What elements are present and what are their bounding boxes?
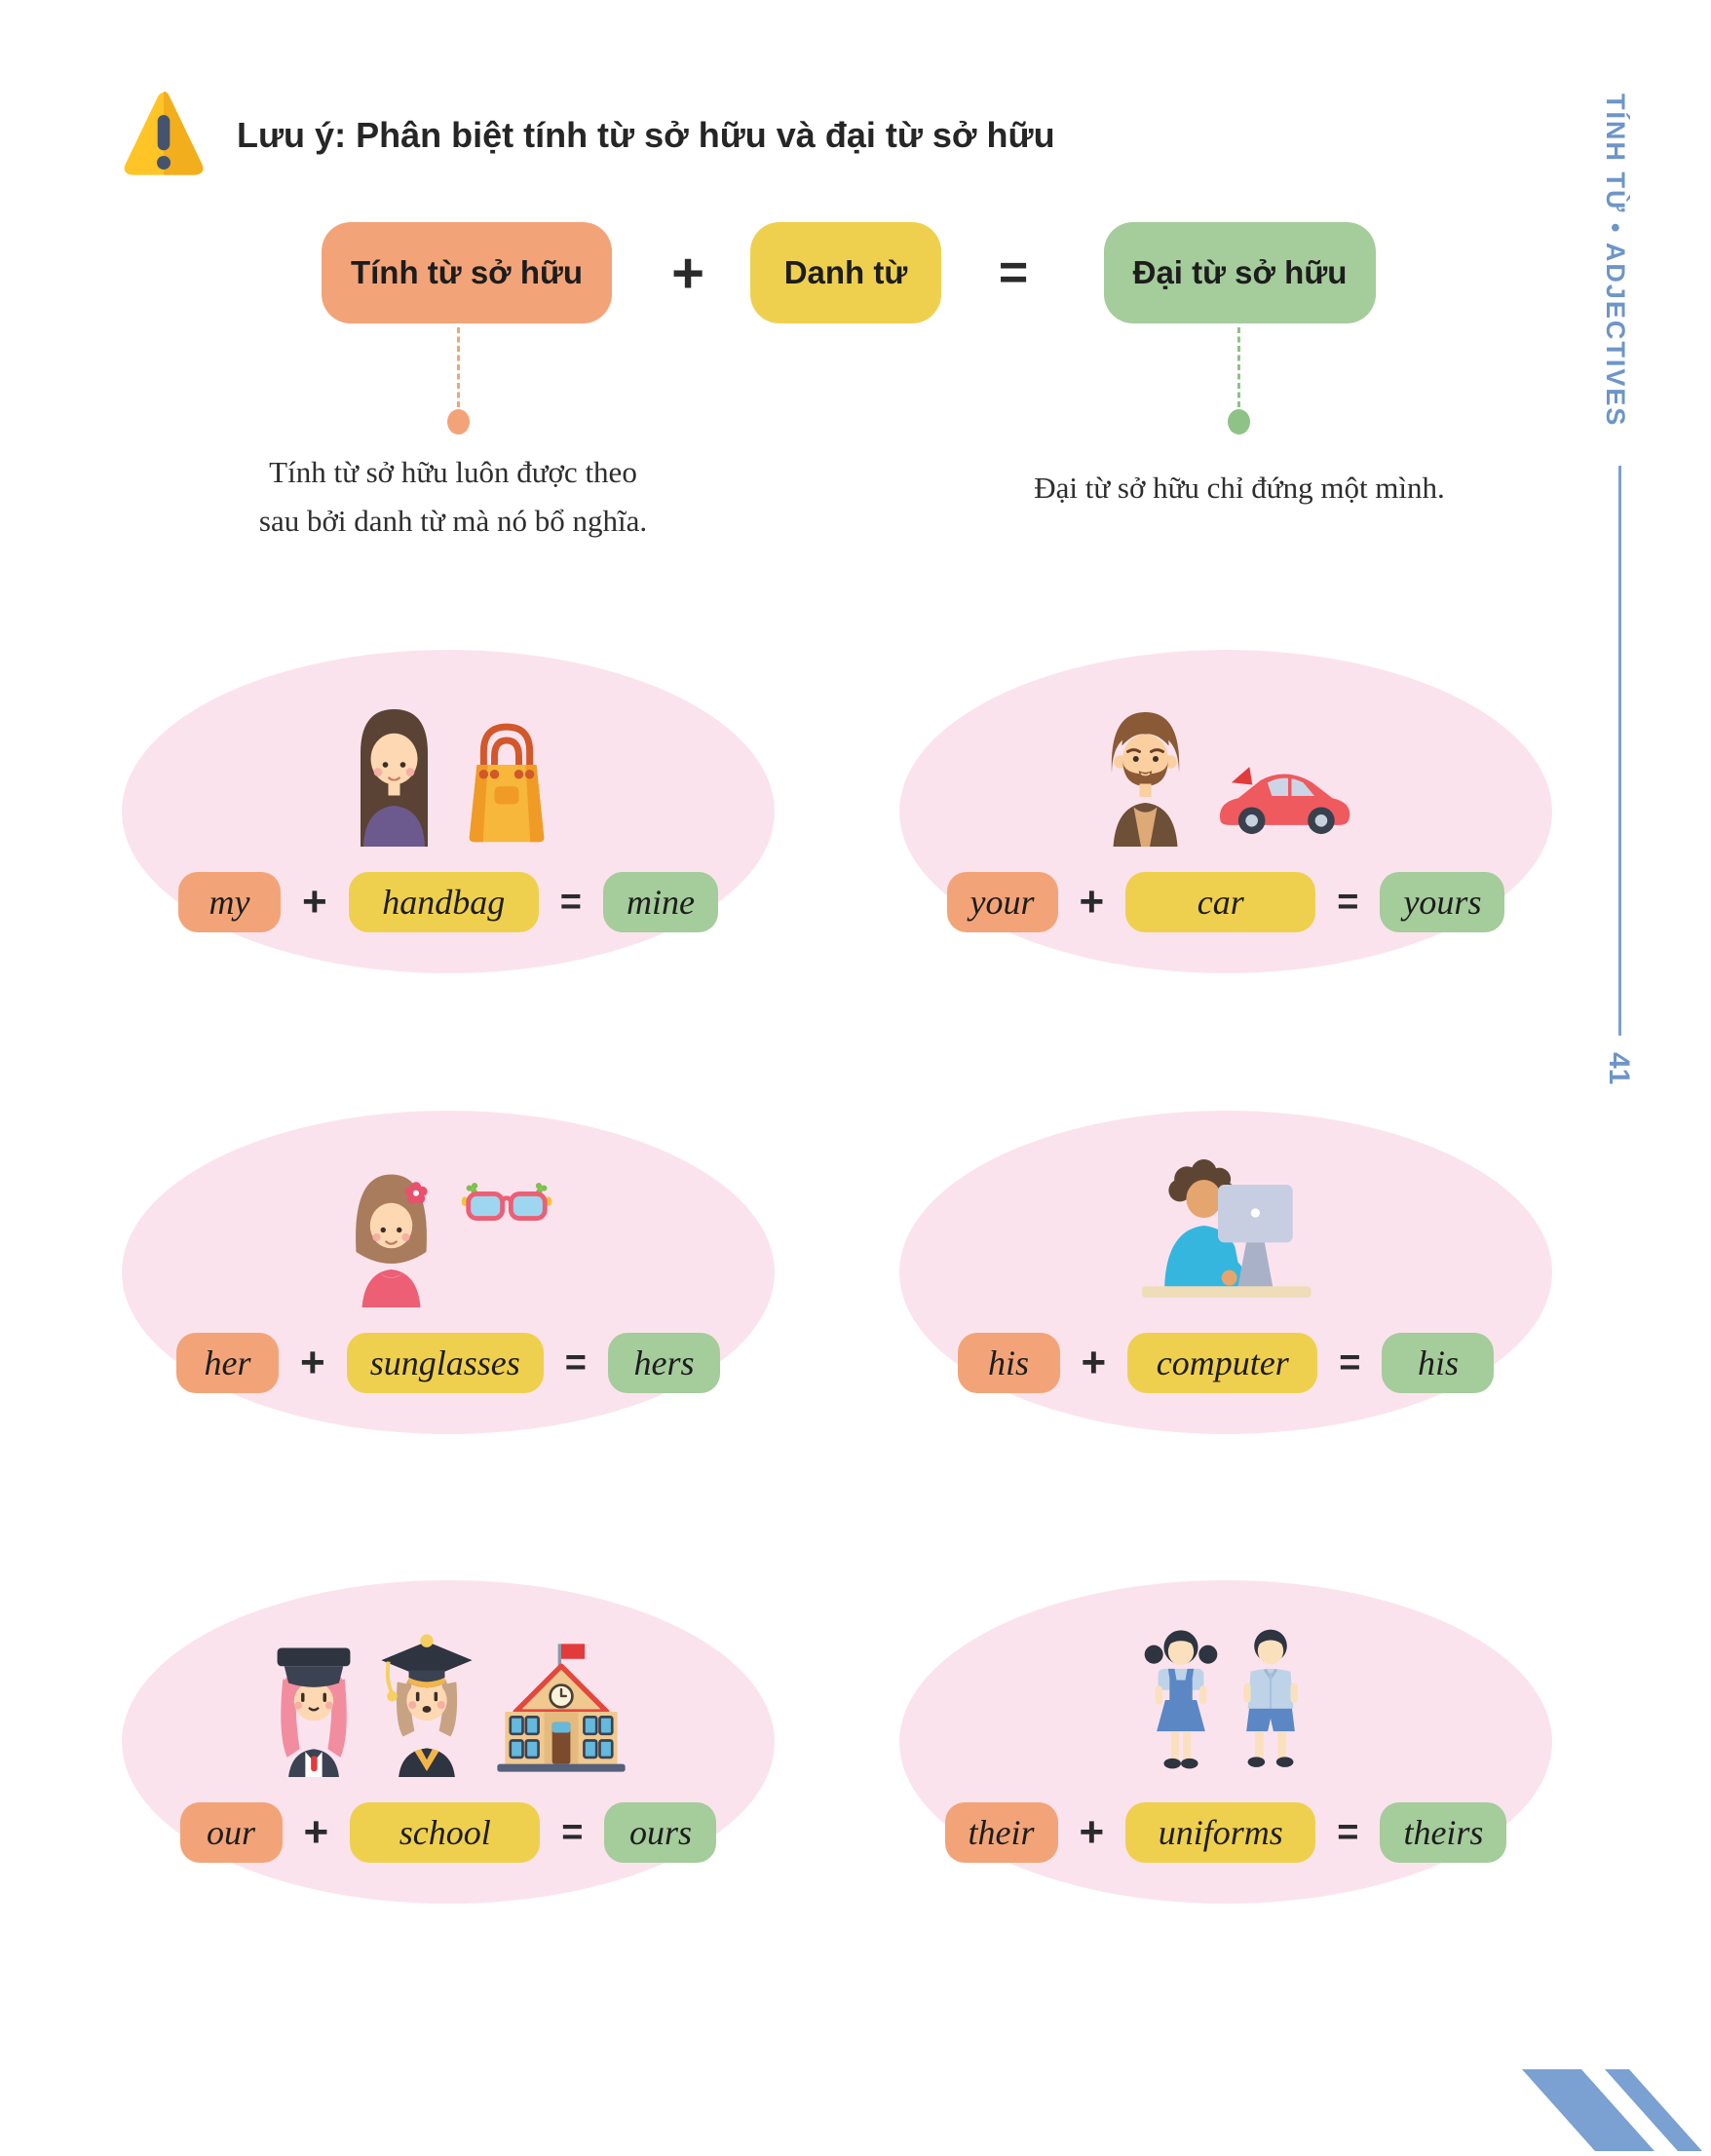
connector-dot-right — [1228, 409, 1250, 435]
plus-sign: + — [302, 878, 327, 926]
note-heading: Lưu ý: Phân biệt tính từ sở hữu và đại t… — [237, 115, 1055, 155]
example-bubble-our: our + school = ours — [122, 1580, 775, 1904]
sidebar-rule — [1618, 466, 1621, 1036]
sunglasses-icon — [461, 1183, 551, 1222]
adjective-pill: our — [179, 1802, 283, 1863]
noun-pill: school — [350, 1802, 541, 1863]
adjective-note: Tính từ sở hữu luôn được theo sau bởi da… — [224, 448, 682, 545]
pronoun-pill: yours — [1380, 872, 1505, 932]
pronoun-pill: his — [1382, 1333, 1495, 1393]
example-bubble-her: her + sunglasses = hers — [122, 1111, 775, 1434]
pronoun-note: Đại từ sở hữu chỉ đứng một mình. — [1034, 471, 1445, 505]
plus-sign: + — [1081, 1339, 1107, 1386]
pronoun-pill: ours — [604, 1802, 717, 1863]
noun-pill: sunglasses — [346, 1333, 544, 1393]
equals-sign: = — [1337, 1811, 1359, 1853]
schoolgirl-uniform-icon — [1144, 1630, 1218, 1769]
possessive-adjective-box: Tính từ sở hữu — [322, 222, 612, 323]
pronoun-pill: theirs — [1380, 1802, 1507, 1863]
adjective-note-line1: Tính từ sở hữu luôn được theo — [269, 455, 637, 489]
handbag-icon — [469, 723, 544, 843]
noun-pill: uniforms — [1125, 1802, 1316, 1863]
publisher-logo-icon — [1413, 2022, 1711, 2156]
graduate-icon — [381, 1634, 473, 1777]
schoolboy-uniform-icon — [1243, 1629, 1298, 1767]
plus-sign: + — [300, 1339, 325, 1386]
equals-sign: = — [998, 245, 1029, 301]
example-bubble-their: their + uniforms = theirs — [899, 1580, 1552, 1904]
icon-row — [1094, 683, 1358, 847]
adjective-pill: my — [178, 872, 282, 932]
chapter-sidebar-label: TÍNH TỪ • ADJECTIVES — [1601, 94, 1630, 428]
car-icon — [1219, 767, 1350, 835]
plus-sign: + — [303, 1808, 329, 1856]
noun-pill: car — [1125, 872, 1316, 932]
adjective-pill: their — [944, 1802, 1058, 1863]
girl-icon — [355, 1174, 428, 1307]
plus-sign: + — [1079, 1808, 1105, 1856]
pronoun-pill: hers — [607, 1333, 720, 1393]
connector-dot-left — [447, 409, 470, 435]
word-formula: his + computer = his — [957, 1333, 1495, 1393]
icon-row — [263, 1613, 633, 1777]
adjective-pill: your — [946, 872, 1058, 932]
word-formula: my + handbag = mine — [178, 872, 718, 932]
example-bubble-my: my + handbag = mine — [122, 650, 775, 973]
adjective-pill: her — [176, 1333, 280, 1393]
boy-at-computer-icon — [1141, 1159, 1312, 1298]
example-bubble-your: your + car = yours — [899, 650, 1552, 973]
equals-sign: = — [561, 1811, 584, 1853]
equals-sign: = — [1339, 1342, 1361, 1383]
equals-sign: = — [559, 881, 582, 923]
icon-row — [1130, 1144, 1321, 1307]
plus-sign: + — [671, 241, 704, 305]
icon-row — [1140, 1613, 1312, 1777]
noun-pill: computer — [1127, 1333, 1318, 1393]
word-formula: their + uniforms = theirs — [944, 1802, 1507, 1863]
woman-icon — [360, 709, 428, 847]
icon-row — [340, 1144, 557, 1307]
word-formula: our + school = ours — [179, 1802, 717, 1863]
example-bubble-his: his + computer = his — [899, 1111, 1552, 1434]
pronoun-pill: mine — [602, 872, 718, 932]
adjective-pill: his — [957, 1333, 1060, 1393]
man-icon — [1111, 712, 1179, 847]
plus-sign: + — [1079, 878, 1105, 926]
icon-row — [343, 683, 554, 847]
word-formula: your + car = yours — [946, 872, 1505, 932]
equals-sign: = — [564, 1342, 587, 1383]
page-number: 41 — [1603, 1052, 1635, 1085]
possessive-pronoun-box: Đại từ sở hữu — [1104, 222, 1376, 323]
graduate-girl-icon — [277, 1647, 351, 1777]
adjective-note-line2: sau bởi danh từ mà nó bổ nghĩa. — [258, 503, 648, 538]
equals-sign: = — [1337, 881, 1359, 923]
dashed-connector-left — [457, 327, 460, 407]
warning-icon — [123, 88, 205, 188]
dashed-connector-right — [1237, 327, 1240, 407]
school-icon — [497, 1644, 626, 1772]
noun-box: Danh từ — [750, 222, 941, 323]
noun-pill: handbag — [348, 872, 539, 932]
word-formula: her + sunglasses = hers — [176, 1333, 720, 1393]
